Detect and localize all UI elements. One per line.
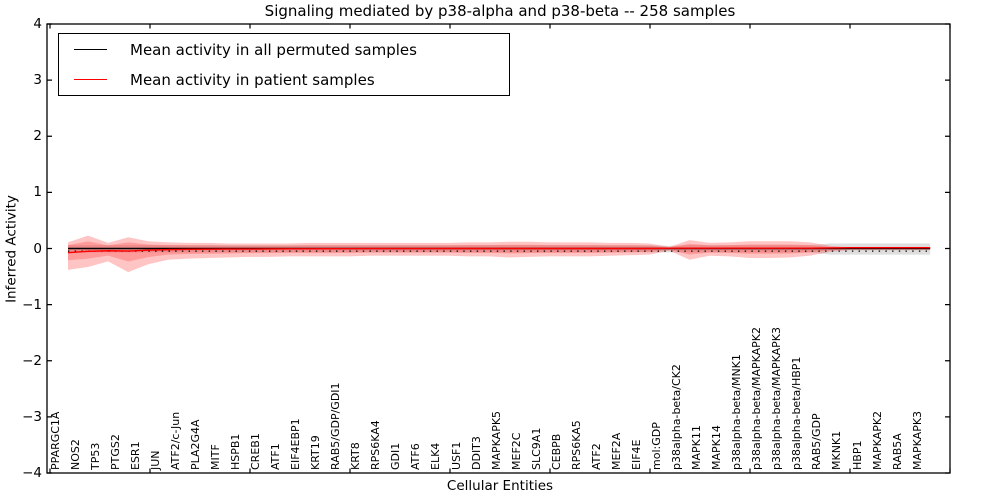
y-tick-label: −1 xyxy=(22,296,42,313)
x-tick-label: MAPK14 xyxy=(710,425,724,470)
x-tick-label: MKNK1 xyxy=(830,430,844,470)
y-tick-label: 1 xyxy=(33,184,42,201)
x-tick-label: MAPKAPK5 xyxy=(489,410,503,470)
legend-label: Mean activity in all permuted samples xyxy=(130,40,417,59)
x-tick-label: p38alpha-beta/CK2 xyxy=(670,364,684,470)
x-tick-label: ATF1 xyxy=(269,443,283,470)
x-tick-label: TP53 xyxy=(88,442,102,470)
x-tick-label: DDIT3 xyxy=(469,436,483,470)
x-tick-label: PPARGC1A xyxy=(48,411,62,470)
x-tick-label: KRT19 xyxy=(309,435,323,470)
x-tick-label: p38alpha-beta/MAPKAPK2 xyxy=(750,327,764,470)
x-axis-label: Cellular Entities xyxy=(446,478,554,494)
x-tick-label: USF1 xyxy=(449,441,463,470)
x-tick-label: CREB1 xyxy=(249,433,262,470)
permuted-line-swatch xyxy=(74,49,107,50)
x-tick-label: MITF xyxy=(208,444,222,470)
x-tick-label: GDI1 xyxy=(389,442,403,470)
x-tick-label: MEF2A xyxy=(609,432,623,470)
x-tick-label: SLC9A1 xyxy=(529,427,543,470)
x-tick-label: ATF2 xyxy=(589,443,603,470)
x-tick-label: JUN xyxy=(148,450,162,470)
chart-title: Signaling mediated by p38-alpha and p38-… xyxy=(264,2,736,20)
x-tick-label: p38alpha-beta/MAPKAPK3 xyxy=(770,327,784,470)
x-tick-label: EIF4EBP1 xyxy=(289,418,303,470)
y-tick-label: −2 xyxy=(22,352,42,369)
x-tick-label: HBP1 xyxy=(850,440,864,470)
x-tick-label: EIF4E xyxy=(629,439,643,470)
x-tick-label: RAB5/GDP/GDI1 xyxy=(329,382,343,470)
axis-ticks xyxy=(47,23,951,474)
x-tick-label: KRT8 xyxy=(349,442,363,470)
patient-mean-line xyxy=(67,246,931,254)
x-tick-label: PLA2G4A xyxy=(188,419,202,470)
x-tick-label: MAPKAPK2 xyxy=(870,410,884,470)
x-tick-label: ESR1 xyxy=(128,441,142,470)
x-tick-label: p38alpha-beta/MNK1 xyxy=(730,354,744,470)
legend-label: Mean activity in patient samples xyxy=(130,70,375,89)
x-tick-label: RPS6KA5 xyxy=(569,420,583,470)
y-tick-label: −3 xyxy=(22,408,42,425)
legend-item-permuted: Mean activity in all permuted samples xyxy=(59,35,509,64)
x-tick-label: RAB5/GDP xyxy=(810,413,824,470)
x-tick-label: MAPK11 xyxy=(690,425,704,470)
legend-item-patient: Mean activity in patient samples xyxy=(59,65,509,94)
x-tick-label: MEF2C xyxy=(509,432,523,470)
legend: Mean activity in all permuted samples Me… xyxy=(58,33,510,96)
x-tick-label: RAB5A xyxy=(890,433,904,470)
x-tick-label: ATF6 xyxy=(409,443,423,470)
y-tick-label: 3 xyxy=(33,72,42,89)
x-tick-label: CEBPB xyxy=(549,433,563,470)
y-tick-label: 2 xyxy=(33,128,42,145)
x-tick-label: NOS2 xyxy=(68,439,82,470)
x-tick-label: MAPKAPK3 xyxy=(910,410,924,470)
x-tick-label: HSPB1 xyxy=(228,433,242,470)
y-tick-label: −4 xyxy=(22,465,42,481)
y-tick-label: 0 xyxy=(33,240,42,257)
x-tick-label: ELK4 xyxy=(429,442,443,470)
patient-std-band-inner xyxy=(68,241,931,262)
x-tick-label: PTGS2 xyxy=(108,434,122,470)
y-tick-label: 4 xyxy=(33,16,42,32)
patient-std-band-outer xyxy=(68,235,931,273)
patient-line-swatch xyxy=(74,79,107,80)
x-tick-label: RPS6KA4 xyxy=(369,420,383,470)
x-tick-label: mol:GDP xyxy=(650,422,663,470)
x-tick-label: p38alpha-beta/HBP1 xyxy=(790,356,804,470)
x-tick-label: ATF2/c-Jun xyxy=(168,411,182,470)
